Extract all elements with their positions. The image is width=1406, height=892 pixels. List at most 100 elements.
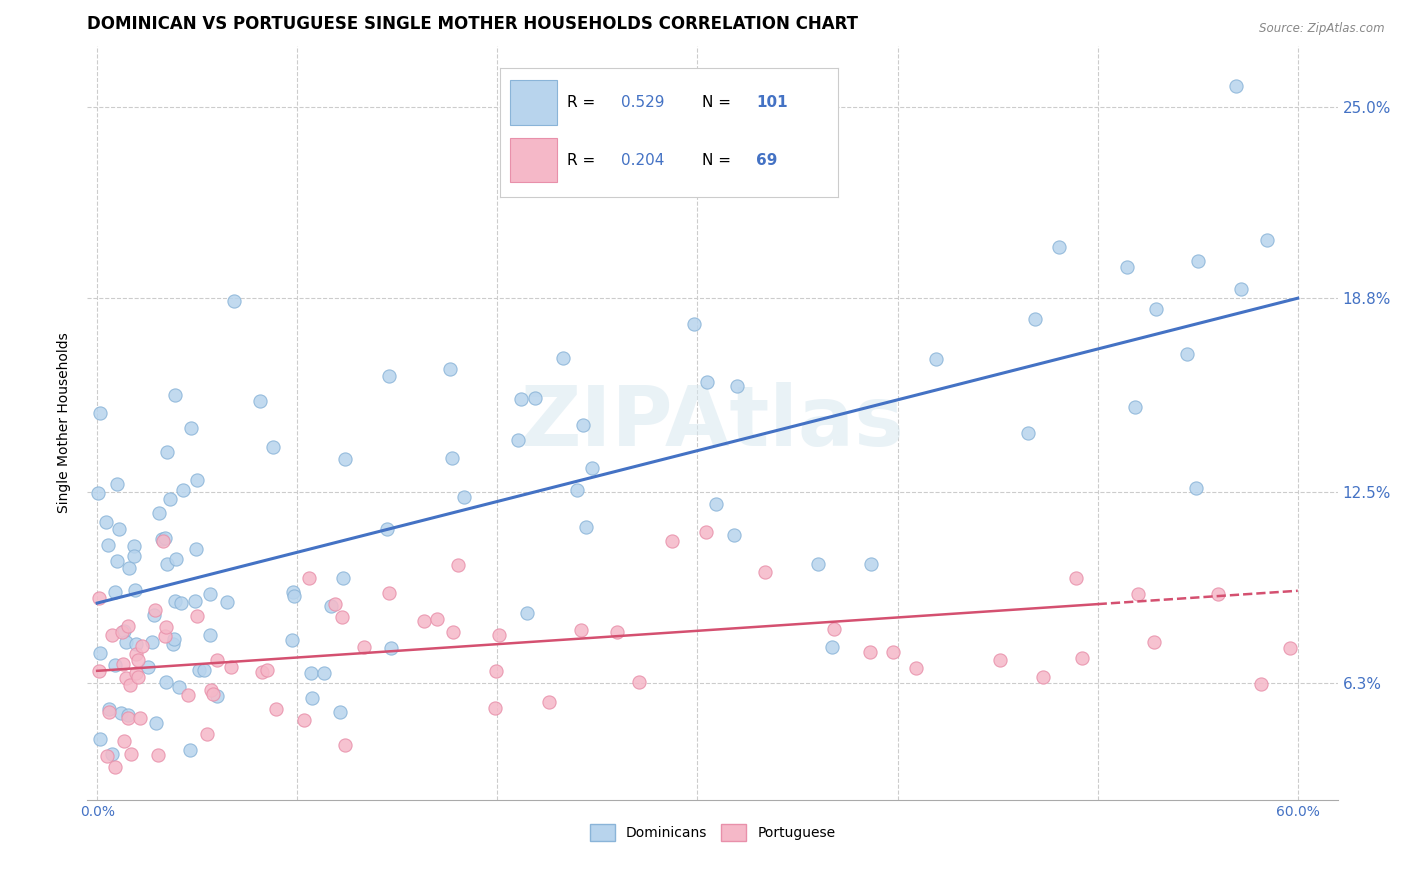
Point <box>127 653 149 667</box>
Point <box>155 620 177 634</box>
Point <box>125 637 148 651</box>
Point <box>101 628 124 642</box>
Point <box>163 632 186 647</box>
Point <box>124 582 146 597</box>
Point <box>166 552 188 566</box>
Point <box>141 634 163 648</box>
Point <box>222 293 245 308</box>
Point <box>87 664 110 678</box>
Point <box>378 369 401 384</box>
Point <box>198 628 221 642</box>
Point <box>101 747 124 761</box>
Point <box>283 589 305 603</box>
Point <box>156 557 179 571</box>
Point <box>725 379 748 393</box>
Point <box>170 596 193 610</box>
Point <box>155 531 177 545</box>
Point <box>569 623 592 637</box>
Point <box>882 645 904 659</box>
Point <box>553 351 575 365</box>
Point <box>1126 587 1149 601</box>
Point <box>264 702 287 716</box>
Point <box>96 748 118 763</box>
Point <box>1123 400 1146 414</box>
Point <box>484 701 506 715</box>
Point <box>859 645 882 659</box>
Point <box>152 534 174 549</box>
Point <box>696 375 718 389</box>
Point <box>205 653 228 667</box>
Point <box>1187 253 1209 268</box>
Point <box>1024 312 1046 326</box>
Point <box>117 711 139 725</box>
Point <box>1256 233 1278 247</box>
Point <box>821 640 844 655</box>
Point <box>184 594 207 608</box>
Point <box>325 597 347 611</box>
Point <box>89 591 111 605</box>
Point <box>1143 634 1166 648</box>
Point <box>249 394 271 409</box>
Point <box>256 663 278 677</box>
Point <box>571 417 593 432</box>
Point <box>1047 239 1070 253</box>
Point <box>136 660 159 674</box>
Point <box>97 702 120 716</box>
Point <box>159 492 181 507</box>
Point <box>112 624 135 638</box>
Point <box>89 407 111 421</box>
Point <box>163 594 186 608</box>
Point <box>380 640 402 655</box>
Point <box>120 678 142 692</box>
Point <box>516 606 538 620</box>
Point <box>117 619 139 633</box>
Point <box>441 624 464 639</box>
Point <box>117 708 139 723</box>
Point <box>179 743 201 757</box>
Point <box>301 690 323 705</box>
Point <box>312 666 335 681</box>
Point <box>283 585 305 599</box>
Point <box>1071 650 1094 665</box>
Text: Source: ZipAtlas.com: Source: ZipAtlas.com <box>1260 22 1385 36</box>
Point <box>683 318 706 332</box>
Point <box>484 664 506 678</box>
Point <box>186 473 208 487</box>
Point <box>1206 587 1229 601</box>
Point <box>153 630 176 644</box>
Point <box>162 637 184 651</box>
Point <box>262 440 284 454</box>
Point <box>111 657 134 671</box>
Point <box>1116 260 1139 274</box>
Point <box>628 675 651 690</box>
Point <box>1017 425 1039 440</box>
Point <box>118 560 141 574</box>
Point <box>581 460 603 475</box>
Point <box>186 608 208 623</box>
Point <box>988 653 1011 667</box>
Point <box>860 558 883 572</box>
Point <box>180 421 202 435</box>
Point <box>172 483 194 497</box>
Point <box>298 571 321 585</box>
Point <box>281 632 304 647</box>
Point <box>1279 641 1302 656</box>
Point <box>145 715 167 730</box>
Point <box>104 585 127 599</box>
Point <box>538 695 561 709</box>
Point <box>98 705 121 719</box>
Point <box>89 732 111 747</box>
Point <box>1185 481 1208 495</box>
Point <box>723 528 745 542</box>
Point <box>146 747 169 762</box>
Point <box>447 558 470 573</box>
Point <box>292 713 315 727</box>
Point <box>142 607 165 622</box>
Point <box>115 671 138 685</box>
Point <box>198 587 221 601</box>
Y-axis label: Single Mother Households: Single Mother Households <box>58 333 72 513</box>
Point <box>127 670 149 684</box>
Point <box>167 680 190 694</box>
Point <box>202 687 225 701</box>
Point <box>94 516 117 530</box>
